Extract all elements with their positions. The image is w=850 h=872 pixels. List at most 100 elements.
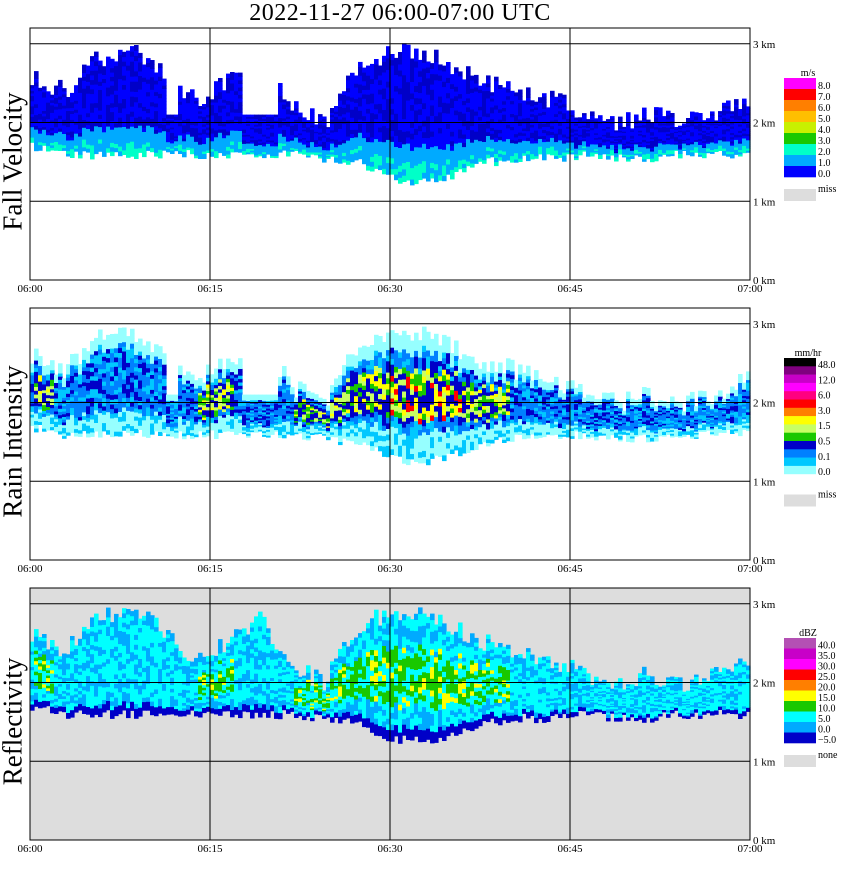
echo-cell — [226, 81, 231, 85]
echo-cell — [118, 55, 123, 60]
echo-cell — [378, 108, 383, 113]
echo-cell — [654, 107, 659, 110]
echo-cell — [54, 106, 59, 110]
echo-cell — [366, 66, 371, 71]
echo-cell — [478, 96, 483, 100]
echo-cell — [154, 403, 159, 408]
echo-cell — [82, 143, 87, 148]
echo-cell — [366, 123, 371, 128]
echo-cell — [118, 127, 123, 132]
echo-cell — [34, 368, 39, 372]
echo-cell — [434, 110, 439, 117]
echo-cell — [38, 139, 43, 142]
echo-cell — [158, 387, 163, 392]
echo-cell — [130, 411, 135, 416]
echo-cell — [446, 62, 451, 68]
echo-cell — [50, 95, 55, 98]
echo-cell — [370, 93, 375, 99]
echo-cell — [142, 403, 147, 408]
echo-cell — [138, 413, 143, 418]
echo-cell — [110, 432, 115, 437]
echo-cell — [682, 123, 687, 125]
echo-cell — [230, 83, 235, 87]
echo-cell — [34, 93, 39, 97]
legend-label: 6.0 — [818, 103, 831, 114]
echo-cell — [62, 142, 67, 145]
echo-cell — [214, 85, 219, 89]
echo-cell — [414, 116, 419, 123]
echo-cell — [454, 115, 459, 120]
echo-cell — [146, 79, 151, 84]
echo-cell — [154, 395, 159, 400]
echo-cell — [430, 141, 435, 147]
echo-cell — [146, 83, 151, 88]
echo-cell — [162, 368, 167, 372]
echo-cell — [450, 141, 455, 146]
echo-cell — [406, 119, 411, 126]
echo-cell — [174, 115, 179, 117]
echo-cell — [374, 163, 379, 169]
echo-cell — [126, 99, 131, 104]
echo-cell — [530, 100, 535, 103]
echo-cell — [82, 412, 87, 416]
echo-cell — [114, 131, 119, 136]
echo-cell — [70, 397, 75, 401]
echo-cell — [378, 94, 383, 99]
echo-cell — [234, 112, 239, 116]
echo-cell — [374, 69, 379, 75]
echo-cell — [410, 70, 415, 76]
echo-cell — [238, 80, 243, 84]
legend-swatch — [784, 78, 816, 89]
echo-cell — [78, 103, 83, 107]
echo-cell — [346, 100, 351, 105]
echo-cell — [126, 406, 131, 411]
echo-cell — [510, 149, 515, 153]
echo-cell — [110, 151, 115, 156]
echo-cell — [462, 100, 467, 105]
echo-cell — [38, 108, 43, 111]
echo-cell — [410, 156, 415, 162]
echo-cell — [402, 112, 407, 119]
echo-cell — [162, 386, 167, 390]
echo-cell — [70, 422, 75, 426]
echo-cell — [398, 153, 403, 160]
echo-cell — [142, 102, 147, 107]
echo-cell — [130, 338, 135, 343]
echo-cell — [34, 398, 39, 402]
echo-cell — [422, 80, 427, 86]
echo-cell — [130, 430, 135, 435]
echo-cell — [374, 84, 379, 90]
echo-cell — [502, 101, 507, 105]
echo-cell — [462, 92, 467, 97]
echo-cell — [362, 98, 367, 103]
echo-cell — [374, 119, 379, 125]
echo-cell — [118, 382, 123, 388]
echo-cell — [470, 159, 475, 164]
echo-cell — [370, 88, 375, 94]
echo-cell — [494, 125, 499, 130]
echo-cell — [150, 389, 155, 393]
echo-cell — [86, 148, 91, 153]
echo-cell — [366, 137, 371, 142]
echo-cell — [98, 359, 103, 365]
echo-cell — [122, 370, 127, 375]
echo-cell — [138, 380, 143, 385]
echo-cell — [46, 415, 51, 419]
echo-cell — [130, 101, 135, 107]
echo-cell — [406, 143, 411, 150]
echo-cell — [86, 74, 91, 79]
echo-cell — [162, 382, 167, 386]
echo-cell — [390, 136, 395, 142]
echo-cell — [694, 112, 699, 114]
echo-cell — [106, 412, 111, 417]
echo-cell — [230, 141, 235, 145]
echo-cell — [106, 403, 111, 408]
echo-cell — [374, 109, 379, 115]
echo-cell — [542, 117, 547, 121]
echo-cell — [482, 127, 487, 131]
echo-cell — [94, 89, 99, 94]
echo-cell — [114, 343, 119, 348]
echo-cell — [154, 152, 159, 156]
echo-cell — [398, 88, 403, 95]
echo-cell — [130, 86, 135, 92]
